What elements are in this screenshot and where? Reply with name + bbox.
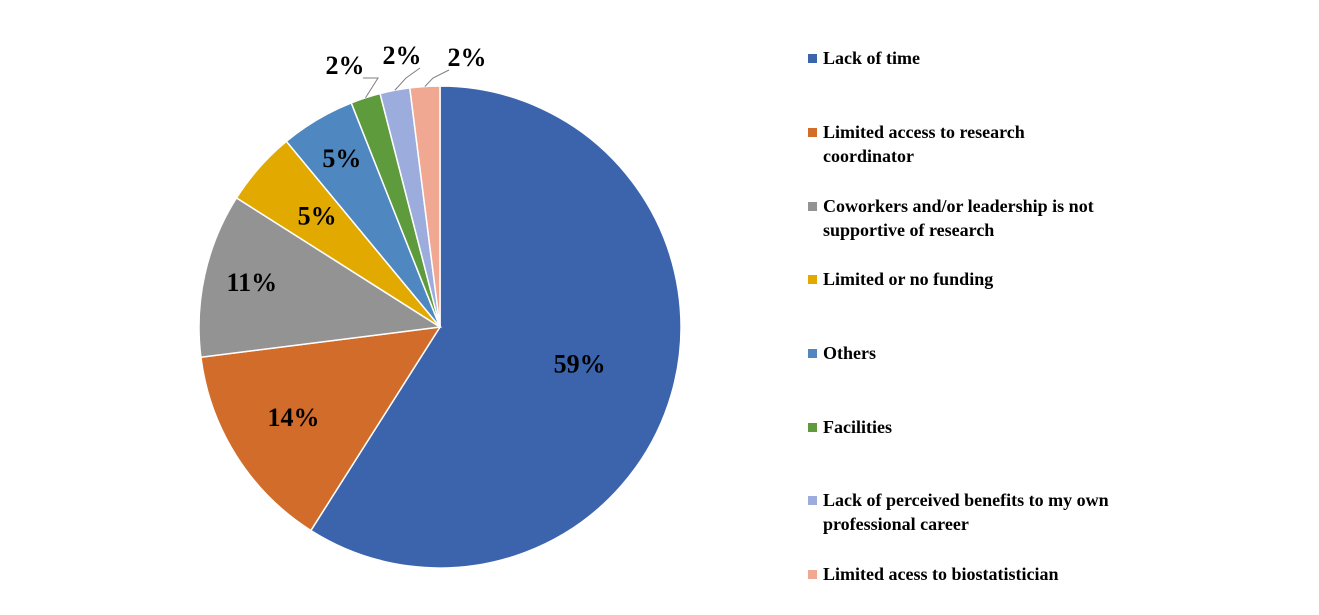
legend-item: Limited or no funding bbox=[808, 267, 1278, 291]
legend-label: Others bbox=[823, 343, 876, 363]
legend-swatch bbox=[808, 496, 817, 505]
legend-label: Coworkers and/or leadership is not suppo… bbox=[823, 196, 1094, 240]
legend-label: Lack of perceived benefits to my own pro… bbox=[823, 490, 1109, 534]
legend-item: Coworkers and/or leadership is not suppo… bbox=[808, 194, 1278, 242]
pie-slice bbox=[200, 326, 442, 532]
slice-value-label: 5% bbox=[298, 202, 337, 231]
legend-item: Limited access to research coordinator bbox=[808, 120, 1278, 168]
slice-labels: 59% 14% 11% 5% 5% 2% 2% 2% bbox=[227, 41, 606, 432]
legend-item: Lack of perceived benefits to my own pro… bbox=[808, 488, 1278, 536]
legend-swatch bbox=[808, 128, 817, 137]
legend-swatch bbox=[808, 202, 817, 211]
slice-value-label: 2% bbox=[326, 51, 365, 80]
leader-line bbox=[363, 77, 379, 99]
legend-item: Limited acess to biostatistician bbox=[808, 562, 1278, 586]
legend-item: Facilities bbox=[808, 415, 1278, 439]
legend-swatch bbox=[808, 275, 817, 284]
slice-value-label: 59% bbox=[554, 350, 606, 379]
legend-swatch bbox=[808, 54, 817, 63]
slice-value-label: 14% bbox=[267, 403, 319, 432]
slice-value-label: 11% bbox=[227, 268, 278, 297]
legend-label: Limited or no funding bbox=[823, 269, 994, 289]
legend-swatch bbox=[808, 423, 817, 432]
slice-value-label: 2% bbox=[383, 41, 422, 70]
pie-slice bbox=[198, 196, 443, 359]
legend-label: Lack of time bbox=[823, 48, 920, 68]
legend-item: Lack of time bbox=[808, 46, 1278, 70]
legend: Lack of time Limited access to research … bbox=[808, 0, 1288, 615]
pie-slices bbox=[198, 85, 682, 569]
legend-swatch bbox=[808, 349, 817, 358]
leader-line bbox=[394, 67, 421, 91]
slice-value-label: 2% bbox=[448, 43, 487, 72]
legend-label: Limited access to research coordinator bbox=[823, 122, 1025, 166]
legend-label: Limited acess to biostatistician bbox=[823, 564, 1059, 584]
slice-value-label: 5% bbox=[322, 144, 361, 173]
pie-slice bbox=[309, 85, 682, 569]
leader-line bbox=[424, 69, 450, 87]
legend-item: Others bbox=[808, 341, 1278, 365]
legend-label: Facilities bbox=[823, 417, 892, 437]
legend-swatch bbox=[808, 570, 817, 579]
